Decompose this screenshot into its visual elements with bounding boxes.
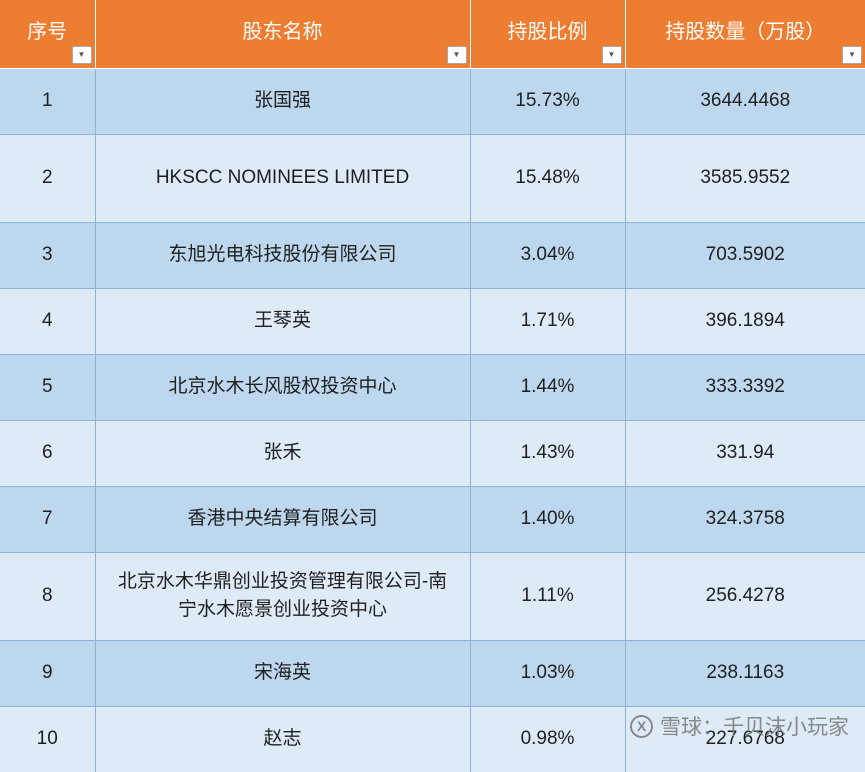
cell-shares: 3585.9552 xyxy=(624,133,865,223)
table-row: 1 张国强 15.73% 3644.4468 xyxy=(0,67,865,135)
cell-index: 4 xyxy=(0,287,96,355)
column-header-label: 序号 xyxy=(27,21,68,44)
cell-shares: 238.1163 xyxy=(624,639,865,707)
table-row: 5 北京水木长风股权投资中心 1.44% 333.3392 xyxy=(0,353,865,421)
cell-index: 1 xyxy=(0,67,96,135)
cell-ratio: 1.43% xyxy=(469,419,626,487)
filter-dropdown-button[interactable]: ▼ xyxy=(601,45,622,64)
cell-index: 7 xyxy=(0,485,96,553)
filter-dropdown-button[interactable]: ▼ xyxy=(446,45,467,64)
cell-ratio: 1.03% xyxy=(469,639,626,707)
column-header: 股东名称 ▼ xyxy=(94,0,471,69)
filter-dropdown-button[interactable]: ▼ xyxy=(842,45,862,64)
header-row: 序号 ▼ 股东名称 ▼ 持股比例 ▼ 持股数量（万股） ▼ xyxy=(0,0,865,69)
cell-name: 香港中央结算有限公司 xyxy=(94,485,471,553)
chevron-down-icon: ▼ xyxy=(848,49,856,59)
table-row: 7 香港中央结算有限公司 1.40% 324.3758 xyxy=(0,485,865,553)
cell-name: 王琴英 xyxy=(94,287,471,355)
table-row: 10 赵志 0.98% 227.6768 xyxy=(0,705,865,772)
cell-ratio: 1.71% xyxy=(469,287,626,355)
column-header-label: 持股数量（万股） xyxy=(665,21,826,44)
cell-name: 东旭光电科技股份有限公司 xyxy=(94,221,471,289)
table-row: 2 HKSCC NOMINEES LIMITED 15.48% 3585.9552 xyxy=(0,133,865,223)
cell-ratio: 3.04% xyxy=(469,221,626,289)
cell-name: HKSCC NOMINEES LIMITED xyxy=(94,133,471,223)
chevron-down-icon: ▼ xyxy=(77,49,86,59)
cell-name: 张国强 xyxy=(94,67,471,135)
filter-dropdown-button[interactable]: ▼ xyxy=(71,45,92,64)
cell-shares: 256.4278 xyxy=(624,551,865,641)
cell-index: 10 xyxy=(0,705,96,772)
cell-ratio: 15.73% xyxy=(469,67,626,135)
chevron-down-icon: ▼ xyxy=(452,49,461,59)
chevron-down-icon: ▼ xyxy=(607,49,616,59)
cell-ratio: 1.11% xyxy=(469,551,626,641)
cell-index: 2 xyxy=(0,133,96,223)
column-header: 序号 ▼ xyxy=(0,0,96,69)
cell-shares: 324.3758 xyxy=(624,485,865,553)
table-row: 3 东旭光电科技股份有限公司 3.04% 703.5902 xyxy=(0,221,865,289)
cell-ratio: 0.98% xyxy=(469,705,626,772)
cell-ratio: 1.40% xyxy=(469,485,626,553)
cell-shares: 3644.4468 xyxy=(624,67,865,135)
cell-index: 3 xyxy=(0,221,96,289)
table-row: 4 王琴英 1.71% 396.1894 xyxy=(0,287,865,355)
cell-name: 张禾 xyxy=(94,419,471,487)
table-row: 6 张禾 1.43% 331.94 xyxy=(0,419,865,487)
cell-index: 5 xyxy=(0,353,96,421)
cell-name: 宋海英 xyxy=(94,639,471,707)
cell-name: 北京水木长风股权投资中心 xyxy=(94,353,471,421)
cell-shares: 227.6768 xyxy=(624,705,865,772)
column-header-label: 股东名称 xyxy=(242,21,323,44)
column-header-label: 持股比例 xyxy=(507,21,588,44)
table-row: 9 宋海英 1.03% 238.1163 xyxy=(0,639,865,707)
cell-shares: 331.94 xyxy=(624,419,865,487)
cell-name: 赵志 xyxy=(94,705,471,772)
cell-shares: 333.3392 xyxy=(624,353,865,421)
column-header: 持股数量（万股） ▼ xyxy=(624,0,865,69)
cell-shares: 396.1894 xyxy=(624,287,865,355)
cell-ratio: 15.48% xyxy=(469,133,626,223)
cell-ratio: 1.44% xyxy=(469,353,626,421)
cell-index: 6 xyxy=(0,419,96,487)
cell-shares: 703.5902 xyxy=(624,221,865,289)
cell-name: 北京水木华鼎创业投资管理有限公司-南宁水木愿景创业投资中心 xyxy=(94,551,471,641)
cell-index: 9 xyxy=(0,639,96,707)
column-header: 持股比例 ▼ xyxy=(469,0,626,69)
cell-index: 8 xyxy=(0,551,96,641)
table-row: 8 北京水木华鼎创业投资管理有限公司-南宁水木愿景创业投资中心 1.11% 256.4… xyxy=(0,551,865,641)
